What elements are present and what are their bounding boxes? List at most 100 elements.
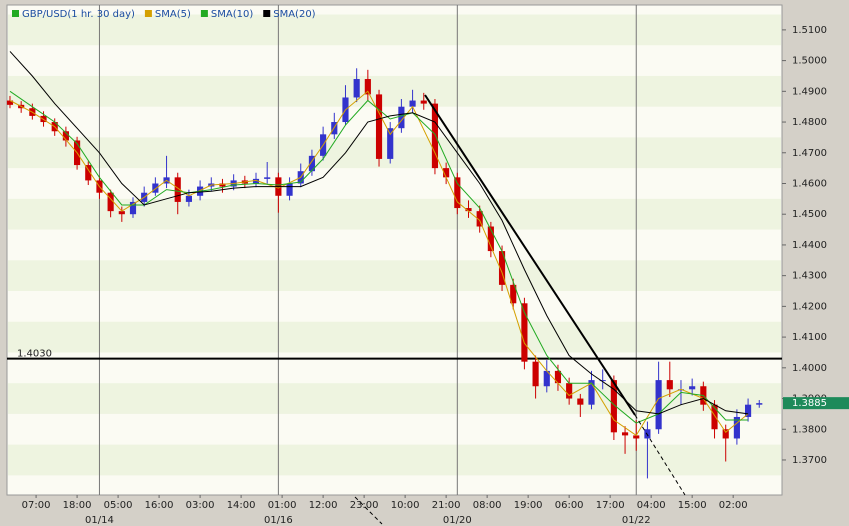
candle-body xyxy=(185,195,192,202)
candle-body xyxy=(633,435,640,439)
date-label: 01/14 xyxy=(85,515,114,526)
candle-body xyxy=(476,211,483,227)
date-label: 01/16 xyxy=(264,515,293,526)
candle-body xyxy=(498,251,506,285)
candle-body xyxy=(252,178,260,184)
grid-band xyxy=(8,383,781,414)
x-tick-label: 05:00 xyxy=(104,500,133,511)
legend-swatch xyxy=(12,10,19,17)
candle-body xyxy=(543,370,550,387)
candle-body xyxy=(286,183,293,196)
grid-band xyxy=(8,198,781,230)
sma-line xyxy=(9,90,749,437)
candle-body xyxy=(733,416,740,439)
y-tick-label: 1.5100 xyxy=(792,25,827,36)
candle-body xyxy=(756,403,763,405)
legend-swatch xyxy=(144,10,152,17)
candle-body xyxy=(85,165,92,181)
y-tick-label: 1.3700 xyxy=(792,455,827,466)
candle-body xyxy=(364,79,371,95)
legend-label: GBP/USD(1 hr. 30 day) xyxy=(22,9,135,20)
legend-swatch xyxy=(200,10,208,17)
y-tick-label: 1.4700 xyxy=(792,148,827,159)
candle-body xyxy=(689,386,696,390)
candle-body xyxy=(465,208,472,212)
legend-label: SMA(5) xyxy=(155,9,191,20)
y-tick-label: 1.4500 xyxy=(792,209,827,220)
candle-body xyxy=(532,361,539,387)
candle-body xyxy=(487,226,494,252)
y-tick-label: 1.4200 xyxy=(792,301,827,312)
x-tick-label: 03:00 xyxy=(186,500,215,511)
x-tick-label: 17:00 xyxy=(596,500,625,511)
candle-body xyxy=(62,131,69,141)
candle-body xyxy=(308,155,316,172)
legend-swatch xyxy=(263,10,271,17)
candle-body xyxy=(375,94,383,159)
trend-line-extension xyxy=(354,496,383,525)
date-label: 01/20 xyxy=(443,515,472,526)
y-tick-label: 1.4000 xyxy=(792,363,827,374)
legend-label: SMA(10) xyxy=(211,9,253,20)
x-tick-label: 18:00 xyxy=(63,500,92,511)
x-tick-label: 02:00 xyxy=(719,500,748,511)
candle-body xyxy=(566,383,573,399)
x-tick-label: 07:00 xyxy=(22,500,51,511)
y-tick-label: 1.4100 xyxy=(792,332,827,343)
trend-line-extension xyxy=(634,414,686,496)
candle-body xyxy=(409,100,416,107)
candle-body xyxy=(353,79,360,98)
candle-body xyxy=(398,106,405,129)
x-tick-label: 19:00 xyxy=(514,500,543,511)
candle-body xyxy=(588,380,595,405)
candle-body xyxy=(443,168,450,178)
y-tick-label: 1.5000 xyxy=(792,56,827,67)
candle-body xyxy=(577,398,584,405)
trend-line xyxy=(424,94,636,416)
x-tick-label: 10:00 xyxy=(391,500,420,511)
y-tick-label: 1.3800 xyxy=(792,424,827,435)
candle-body xyxy=(510,284,517,304)
x-tick-label: 06:00 xyxy=(555,500,584,511)
candle-body xyxy=(219,183,226,187)
y-tick-label: 1.4400 xyxy=(792,240,827,251)
x-tick-label: 23:00 xyxy=(350,500,379,511)
last-price-box xyxy=(783,397,849,410)
candle-body xyxy=(655,380,662,430)
grid-band xyxy=(8,75,781,107)
candle-body xyxy=(118,211,125,215)
x-tick-label: 14:00 xyxy=(227,500,256,511)
candle-body xyxy=(610,380,617,433)
candle-body xyxy=(711,404,718,430)
y-tick-label: 1.4900 xyxy=(792,86,827,97)
grid-band xyxy=(8,14,781,46)
candle-body xyxy=(621,432,629,436)
candle-body xyxy=(387,128,394,159)
last-price-label: 1.3885 xyxy=(792,398,827,409)
candle-body xyxy=(599,380,606,382)
candle-body xyxy=(722,429,729,439)
candle-body xyxy=(521,303,528,362)
candle-body xyxy=(264,177,271,179)
legend: GBP/USD(1 hr. 30 day) SMA(5) SMA(10) SMA(20… xyxy=(12,9,316,20)
x-tick-label: 12:00 xyxy=(309,500,338,511)
y-tick-label: 1.4600 xyxy=(792,178,827,189)
y-tick-label: 1.4300 xyxy=(792,271,827,282)
candle-body xyxy=(6,100,14,105)
x-tick-label: 16:00 xyxy=(145,500,174,511)
legend-label: SMA(20) xyxy=(273,9,315,20)
date-label: 01/22 xyxy=(622,515,651,526)
grid-band xyxy=(8,444,781,476)
x-tick-label: 01:00 xyxy=(268,500,297,511)
x-tick-label: 04:00 xyxy=(637,500,666,511)
candle-body xyxy=(152,183,159,193)
x-tick-label: 08:00 xyxy=(473,500,502,511)
y-tick-label: 1.4800 xyxy=(792,117,827,128)
candle-body xyxy=(174,177,181,202)
candle-body xyxy=(129,201,137,215)
candle-body xyxy=(431,103,439,169)
grid-band xyxy=(8,321,781,353)
candle-body xyxy=(554,370,562,384)
candle-body xyxy=(745,404,752,417)
